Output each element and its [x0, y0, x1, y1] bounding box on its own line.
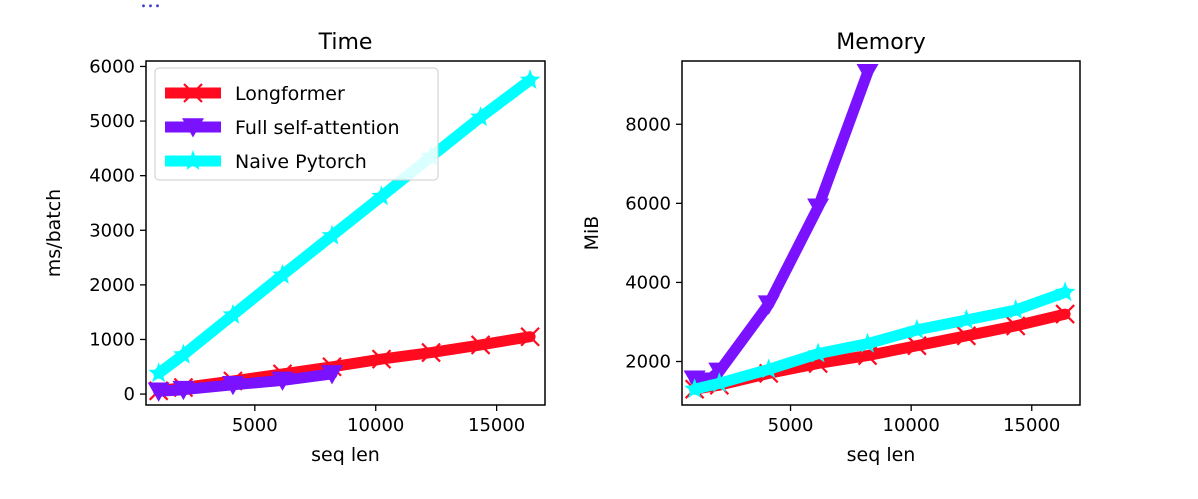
- data-point-stroke-b: [956, 326, 977, 346]
- x-axis-label: seq len: [311, 444, 380, 466]
- legend-entry: Longformer: [235, 83, 345, 105]
- caption-fragment: ...: [140, 0, 161, 13]
- data-point: [173, 343, 194, 364]
- chart-panel-1: Time 5000 10000 15000 0 1000 2000 3000 4000 5000 6…: [43, 30, 546, 466]
- data-point: [955, 309, 977, 329]
- chart-title: Time: [318, 30, 373, 55]
- x-tick-label: 15000: [1003, 415, 1060, 436]
- y-tick-label: 5000: [89, 111, 135, 132]
- legend-box: [154, 67, 439, 181]
- x-tick-label: 10000: [883, 415, 940, 436]
- data-point-stroke-b: [907, 335, 927, 356]
- data-point: [519, 69, 541, 89]
- legend-marker: [182, 118, 204, 138]
- x-tick-label: 10000: [347, 415, 404, 436]
- y-tick-label: 3000: [89, 220, 135, 241]
- data-point: [956, 326, 977, 346]
- legend-entry: Naive Pytorch: [235, 151, 367, 173]
- plot-area: [683, 64, 1076, 399]
- data-point: [470, 335, 491, 355]
- y-tick-label: 6000: [89, 56, 135, 77]
- y-axis-label: ms/batch: [43, 189, 65, 277]
- data-point: [708, 372, 730, 393]
- axes-frame: [681, 60, 1081, 406]
- data-point: [1055, 304, 1075, 324]
- data-point: [708, 362, 731, 382]
- data-point-stroke-b: [421, 342, 441, 363]
- data-point: [906, 318, 928, 339]
- data-point: [148, 362, 170, 383]
- data-point: [271, 371, 294, 391]
- legend-marker-stroke-b: [183, 83, 203, 103]
- y-tick-label: 4000: [625, 272, 671, 293]
- y-tick-label: 0: [124, 384, 135, 405]
- data-point: [907, 335, 927, 356]
- legend: Longformer Full self-attention Naive Pytor…: [154, 67, 439, 181]
- data-point: [272, 264, 293, 284]
- x-tick-label: 5000: [768, 415, 814, 436]
- data-point: [857, 332, 878, 353]
- x-axis-label: seq len: [847, 444, 916, 466]
- y-tick-label: 4000: [89, 166, 135, 187]
- plot-area: [147, 69, 541, 402]
- data-point: [371, 185, 392, 206]
- data-point: [1005, 299, 1027, 319]
- data-point-stroke-b: [1055, 304, 1075, 324]
- data-point: [1005, 316, 1026, 336]
- y-axis-label: MiB: [581, 216, 603, 251]
- data-point: [856, 64, 879, 84]
- chart-title: Memory: [836, 30, 925, 55]
- data-point: [520, 326, 540, 347]
- chart-panel-2: Memory 5000 10000 15000 2000 4000 6000 8000 seq …: [581, 30, 1081, 466]
- data-point: [321, 224, 343, 245]
- data-point: [757, 295, 780, 315]
- data-point: [147, 382, 170, 402]
- series-line-full-self-attention: [689, 67, 873, 387]
- data-point-stroke-b: [1005, 316, 1026, 336]
- data-point-stroke-b: [857, 345, 878, 366]
- data-point-stroke-b: [470, 335, 491, 355]
- data-point: [321, 365, 344, 385]
- data-point: [807, 342, 829, 363]
- data-point: [1054, 281, 1076, 302]
- legend-marker: [182, 150, 204, 170]
- y-tick-label: 1000: [89, 329, 135, 350]
- data-point: [172, 380, 195, 401]
- x-tick-label: 5000: [232, 415, 278, 436]
- y-tick-label: 2000: [89, 275, 135, 296]
- x-tick-label: 15000: [468, 415, 525, 436]
- legend-marker: [183, 83, 203, 103]
- data-point: [470, 106, 491, 127]
- data-point-stroke-b: [520, 326, 540, 347]
- data-point: [421, 342, 441, 363]
- data-point: [222, 303, 244, 324]
- data-point: [758, 358, 780, 379]
- data-point: [684, 378, 706, 399]
- data-point: [371, 349, 392, 369]
- y-tick-label: 8000: [625, 114, 671, 135]
- y-tick-label: 6000: [625, 193, 671, 214]
- legend-entry: Full self-attention: [235, 117, 400, 139]
- axes-frame: [145, 60, 546, 406]
- data-point: [221, 375, 244, 396]
- y-tick-label: 2000: [625, 352, 671, 373]
- data-point-stroke-b: [371, 349, 392, 369]
- data-point: [807, 198, 830, 218]
